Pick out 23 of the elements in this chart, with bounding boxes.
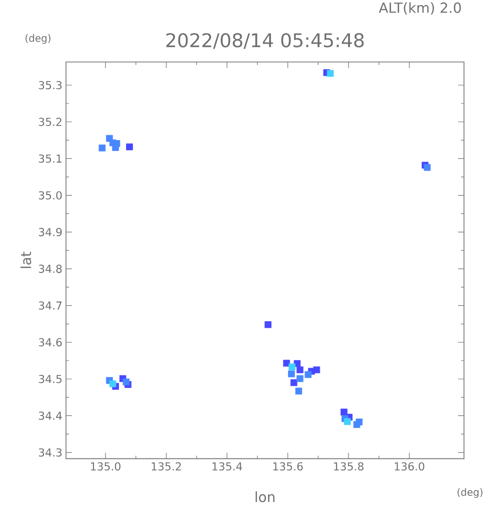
y-tick-label: 35.1 [38,154,62,163]
x-axis-title: lon [256,491,274,502]
y-tick-label: 34.4 [38,412,62,420]
y-tick-label: 35.3 [38,81,62,90]
y-tick-label: 34.7 [38,301,62,310]
x-tick-label: 135.2 [152,462,181,471]
x-tick-label: 135.6 [273,462,303,471]
x-tick-label: 135.8 [334,462,364,471]
y-tick-label: 35.2 [38,118,62,126]
chart-subtitle: ALT(km) 2.0 [378,2,461,15]
text: (deg) [26,34,50,44]
y-tick-label: 34.9 [38,228,62,236]
y-axis-title: lat [20,252,32,268]
y-tick-label: 34.8 [38,264,62,273]
x-tick-label: 135.0 [91,462,120,471]
x-tick-label: 135.4 [212,462,242,471]
y-tick-label: 35.0 [38,191,62,200]
y-tick-label: 34.5 [38,374,62,384]
y-tick-label: 34.3 [38,448,62,457]
x-tick-label: 136.0 [394,462,424,471]
chart-title: 2022/08/14 05:45:48 [166,33,364,49]
y-tick-label: 34.6 [38,338,62,346]
text: (deg) [458,488,482,498]
